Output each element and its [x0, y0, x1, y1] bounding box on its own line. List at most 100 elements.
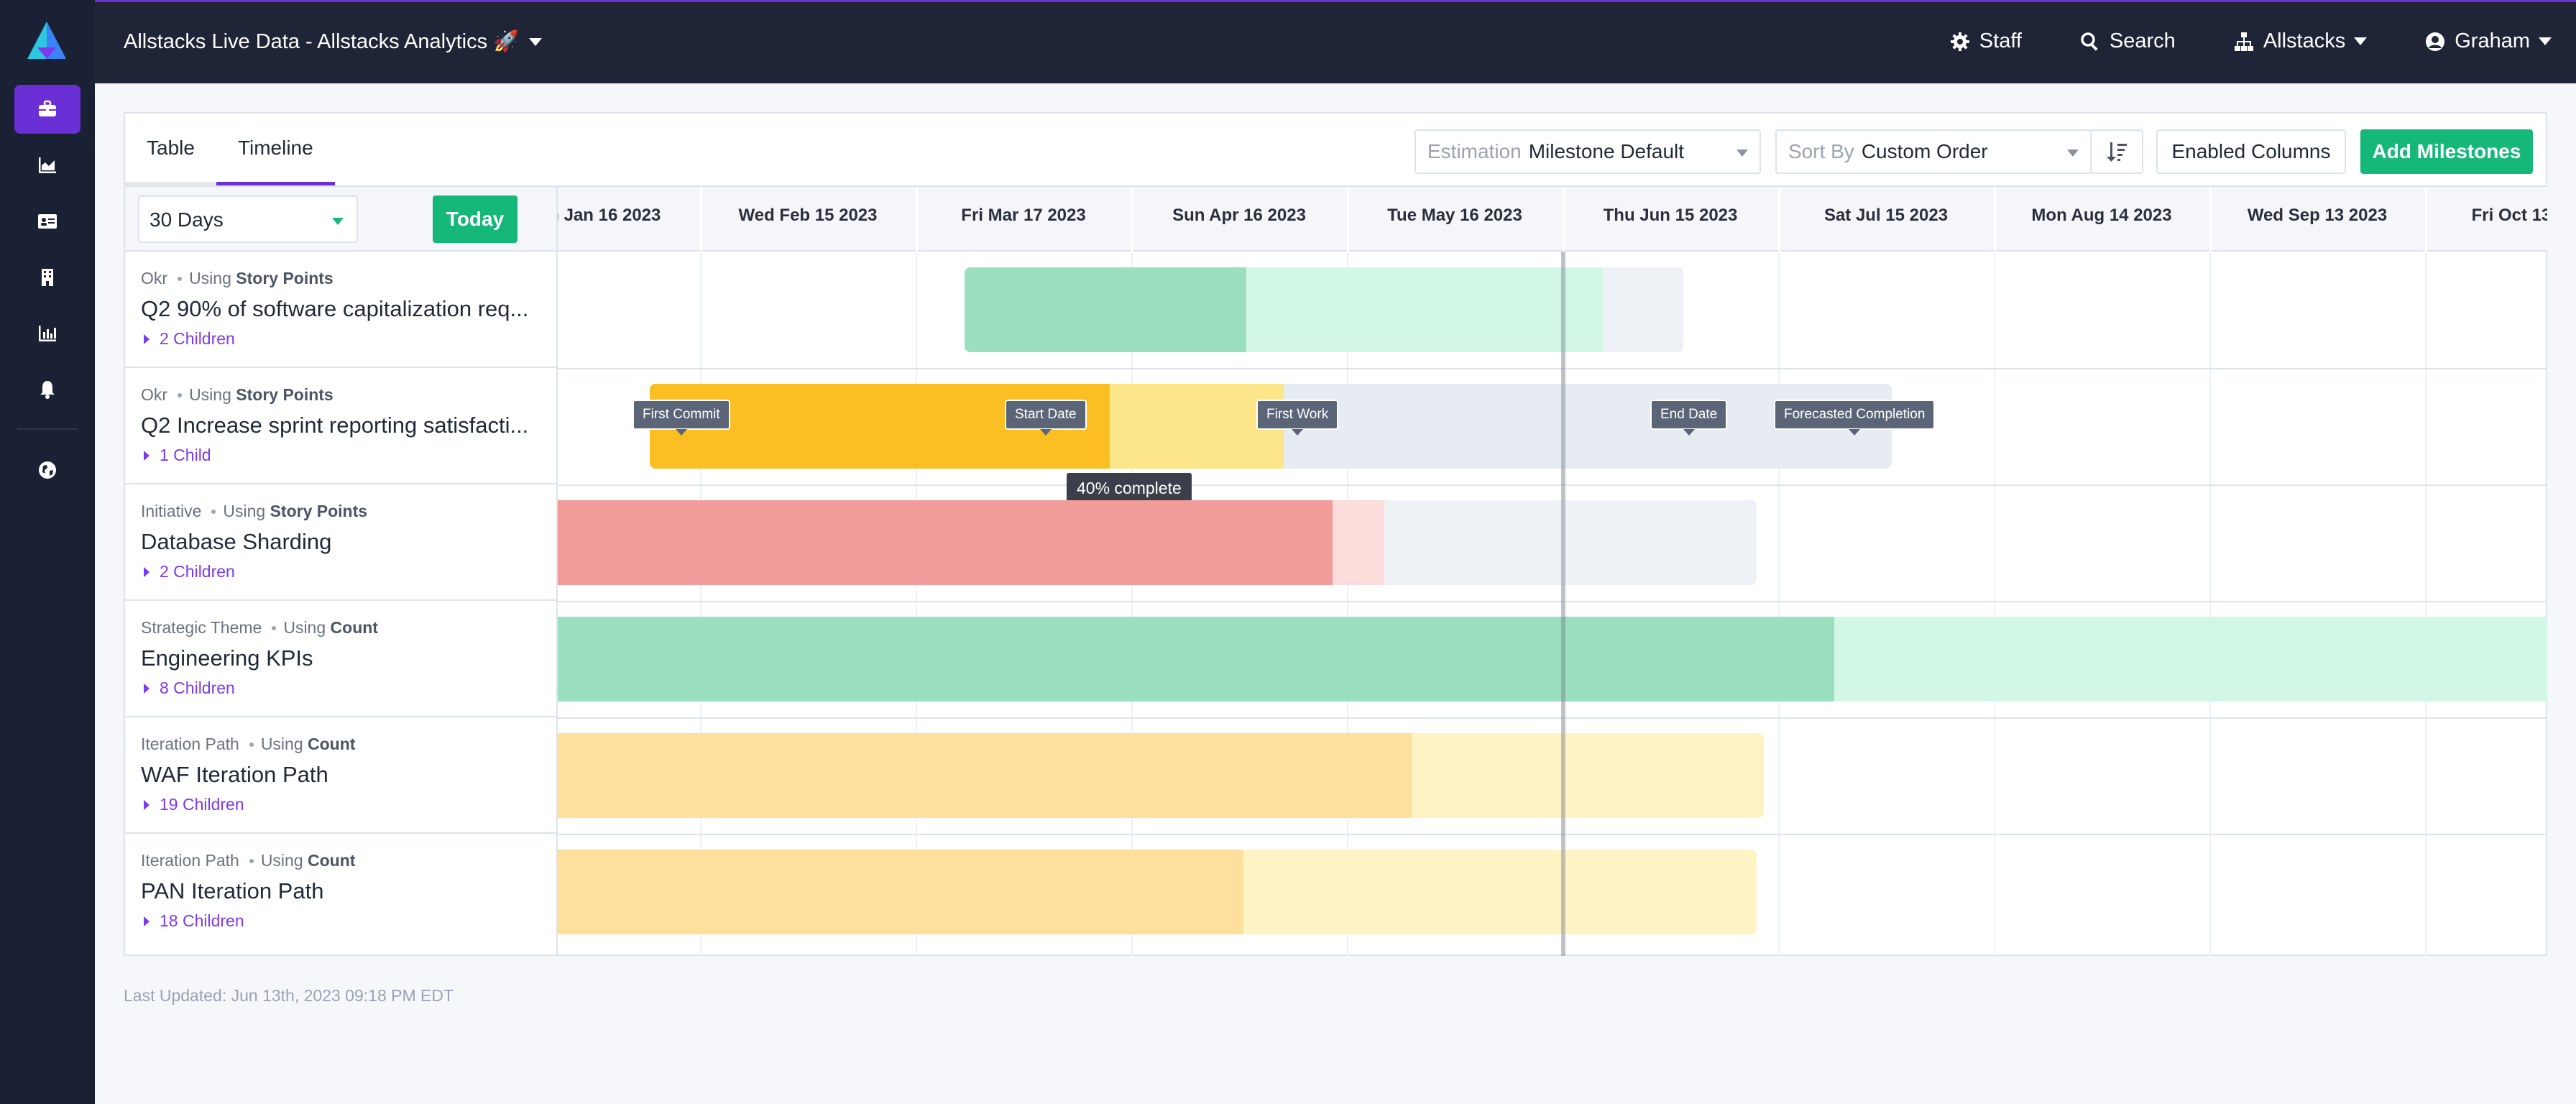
- sidebar-item-area-chart[interactable]: [14, 141, 80, 190]
- date-label: Fri Oct 13 2023: [2471, 206, 2547, 225]
- timeline-bar-complete: [558, 733, 1412, 818]
- sort-value: Custom Order: [1861, 140, 1988, 162]
- item-using: Using: [223, 502, 266, 520]
- view-tabs: Table Timeline: [125, 114, 335, 185]
- sidebar-item-building[interactable]: [14, 253, 80, 302]
- item-name[interactable]: Engineering KPIs: [141, 645, 313, 671]
- left-sidebar: [0, 0, 95, 1104]
- item-using: Using: [189, 269, 231, 288]
- children-toggle[interactable]: 18 Children: [141, 911, 244, 931]
- logo-icon[interactable]: [24, 19, 69, 63]
- item-using: Using: [260, 735, 303, 753]
- sidebar-divider: [17, 428, 78, 430]
- first-commit-flag[interactable]: First Commit: [632, 400, 730, 436]
- item-type: Okr: [141, 385, 168, 404]
- separator-dot: [178, 276, 183, 281]
- estimation-select[interactable]: Estimation Milestone Default: [1414, 129, 1761, 174]
- add-milestones-button[interactable]: Add Milestones: [2360, 129, 2533, 174]
- staff-label: Staff: [1979, 29, 2022, 52]
- forecasted-completion-flag[interactable]: Forecasted Completion: [1774, 400, 1936, 436]
- percent-complete-tooltip: 40% complete: [1067, 473, 1192, 504]
- id-card-icon: [38, 214, 57, 229]
- item-name[interactable]: Q2 90% of software capitalization req...: [141, 296, 529, 321]
- search-icon: [2081, 32, 2098, 51]
- item-type: Iteration Path: [141, 735, 239, 753]
- enabled-columns-button[interactable]: Enabled Columns: [2156, 129, 2346, 174]
- item-name[interactable]: Q2 Increase sprint reporting satisfacti.…: [141, 413, 529, 438]
- children-toggle[interactable]: 1 Child: [141, 446, 211, 465]
- item-using: Using: [283, 618, 326, 637]
- list-item[interactable]: Initiative Using Story Points Database Sh…: [125, 484, 556, 601]
- list-item[interactable]: Strategic Theme Using Count Engineering K…: [125, 601, 556, 717]
- item-meta: Okr Using Story Points: [141, 385, 334, 405]
- bell-icon: [40, 381, 55, 399]
- list-item[interactable]: Okr Using Story Points Q2 90% of software…: [125, 252, 556, 368]
- timeline-panel[interactable]: Mon Jan 16 2023 Wed Feb 15 2023 Fri Mar …: [558, 185, 2547, 956]
- item-unit: Story Points: [236, 385, 334, 404]
- chevron-down-icon: [2067, 150, 2079, 157]
- separator-dot: [249, 742, 254, 747]
- timeline-bar-complete: [558, 850, 1243, 934]
- staff-menu[interactable]: Staff: [1949, 29, 2022, 53]
- first-work-flag[interactable]: First Work: [1256, 400, 1339, 436]
- tab-timeline[interactable]: Timeline: [216, 114, 335, 185]
- item-unit: Count: [308, 735, 356, 753]
- user-circle-icon: [2426, 32, 2445, 51]
- workspace-selector[interactable]: Allstacks Live Data - Allstacks Analytic…: [124, 29, 543, 54]
- sort-by-select[interactable]: Sort By Custom Order: [1775, 129, 2092, 174]
- item-type: Strategic Theme: [141, 618, 262, 637]
- item-type: Iteration Path: [141, 851, 239, 870]
- user-label: Graham: [2455, 29, 2530, 52]
- item-name[interactable]: Database Sharding: [141, 529, 332, 554]
- item-unit: Count: [330, 618, 378, 637]
- today-button[interactable]: Today: [433, 196, 518, 243]
- top-navbar: Allstacks Live Data - Allstacks Analytic…: [95, 0, 2576, 83]
- sidebar-item-globe[interactable]: [14, 446, 80, 494]
- date-label: Mon Aug 14 2023: [2031, 206, 2172, 225]
- user-menu[interactable]: Graham: [2424, 29, 2552, 53]
- timeline-bar-complete: [965, 267, 1246, 352]
- children-toggle[interactable]: 19 Children: [141, 795, 244, 814]
- date-label: Wed Sep 13 2023: [2247, 206, 2388, 225]
- separator-dot: [211, 509, 216, 514]
- item-type: Initiative: [141, 502, 202, 520]
- chevron-down-icon: [529, 37, 543, 46]
- timeline-bar-complete: [558, 617, 1834, 702]
- start-date-flag[interactable]: Start Date: [1005, 400, 1087, 436]
- tab-table[interactable]: Table: [125, 114, 216, 185]
- caret-right-icon: [144, 799, 150, 810]
- sidebar-item-bar-chart[interactable]: [14, 309, 80, 358]
- item-meta: Strategic Theme Using Count: [141, 618, 378, 638]
- children-toggle[interactable]: 2 Children: [141, 562, 235, 581]
- caret-right-icon: [144, 683, 150, 694]
- bar-chart-icon: [39, 326, 56, 341]
- item-name[interactable]: PAN Iteration Path: [141, 878, 324, 903]
- list-item[interactable]: Okr Using Story Points Q2 Increase sprint…: [125, 368, 556, 484]
- children-count: 2 Children: [160, 562, 235, 581]
- end-date-flag[interactable]: End Date: [1650, 400, 1728, 436]
- date-label: Mon Jan 16 2023: [558, 206, 661, 225]
- list-item[interactable]: Iteration Path Using Count PAN Iteration …: [125, 834, 556, 950]
- children-count: 2 Children: [160, 329, 235, 348]
- list-toolbar: 30 Days Today: [125, 185, 556, 252]
- children-toggle[interactable]: 2 Children: [141, 329, 235, 349]
- org-menu[interactable]: Allstacks: [2233, 29, 2368, 53]
- item-name[interactable]: WAF Iteration Path: [141, 762, 328, 787]
- sidebar-item-notifications[interactable]: [14, 365, 80, 414]
- chevron-down-icon: [1736, 150, 1748, 157]
- date-label: Sun Apr 16 2023: [1172, 206, 1306, 225]
- item-meta: Iteration Path Using Count: [141, 851, 355, 870]
- range-value: 30 Days: [150, 208, 224, 231]
- chevron-down-icon: [2354, 37, 2368, 45]
- sort-direction-button[interactable]: [2090, 129, 2143, 174]
- date-label: Fri Mar 17 2023: [961, 206, 1086, 225]
- children-count: 18 Children: [160, 911, 244, 930]
- range-select[interactable]: 30 Days: [138, 196, 358, 243]
- list-item[interactable]: Iteration Path Using Count WAF Iteration …: [125, 717, 556, 834]
- search-button[interactable]: Search: [2079, 29, 2176, 53]
- sidebar-item-id-card[interactable]: [14, 197, 80, 246]
- children-toggle[interactable]: 8 Children: [141, 678, 235, 698]
- separator-dot: [272, 625, 277, 630]
- building-icon: [42, 269, 53, 286]
- sidebar-item-briefcase[interactable]: [14, 85, 80, 134]
